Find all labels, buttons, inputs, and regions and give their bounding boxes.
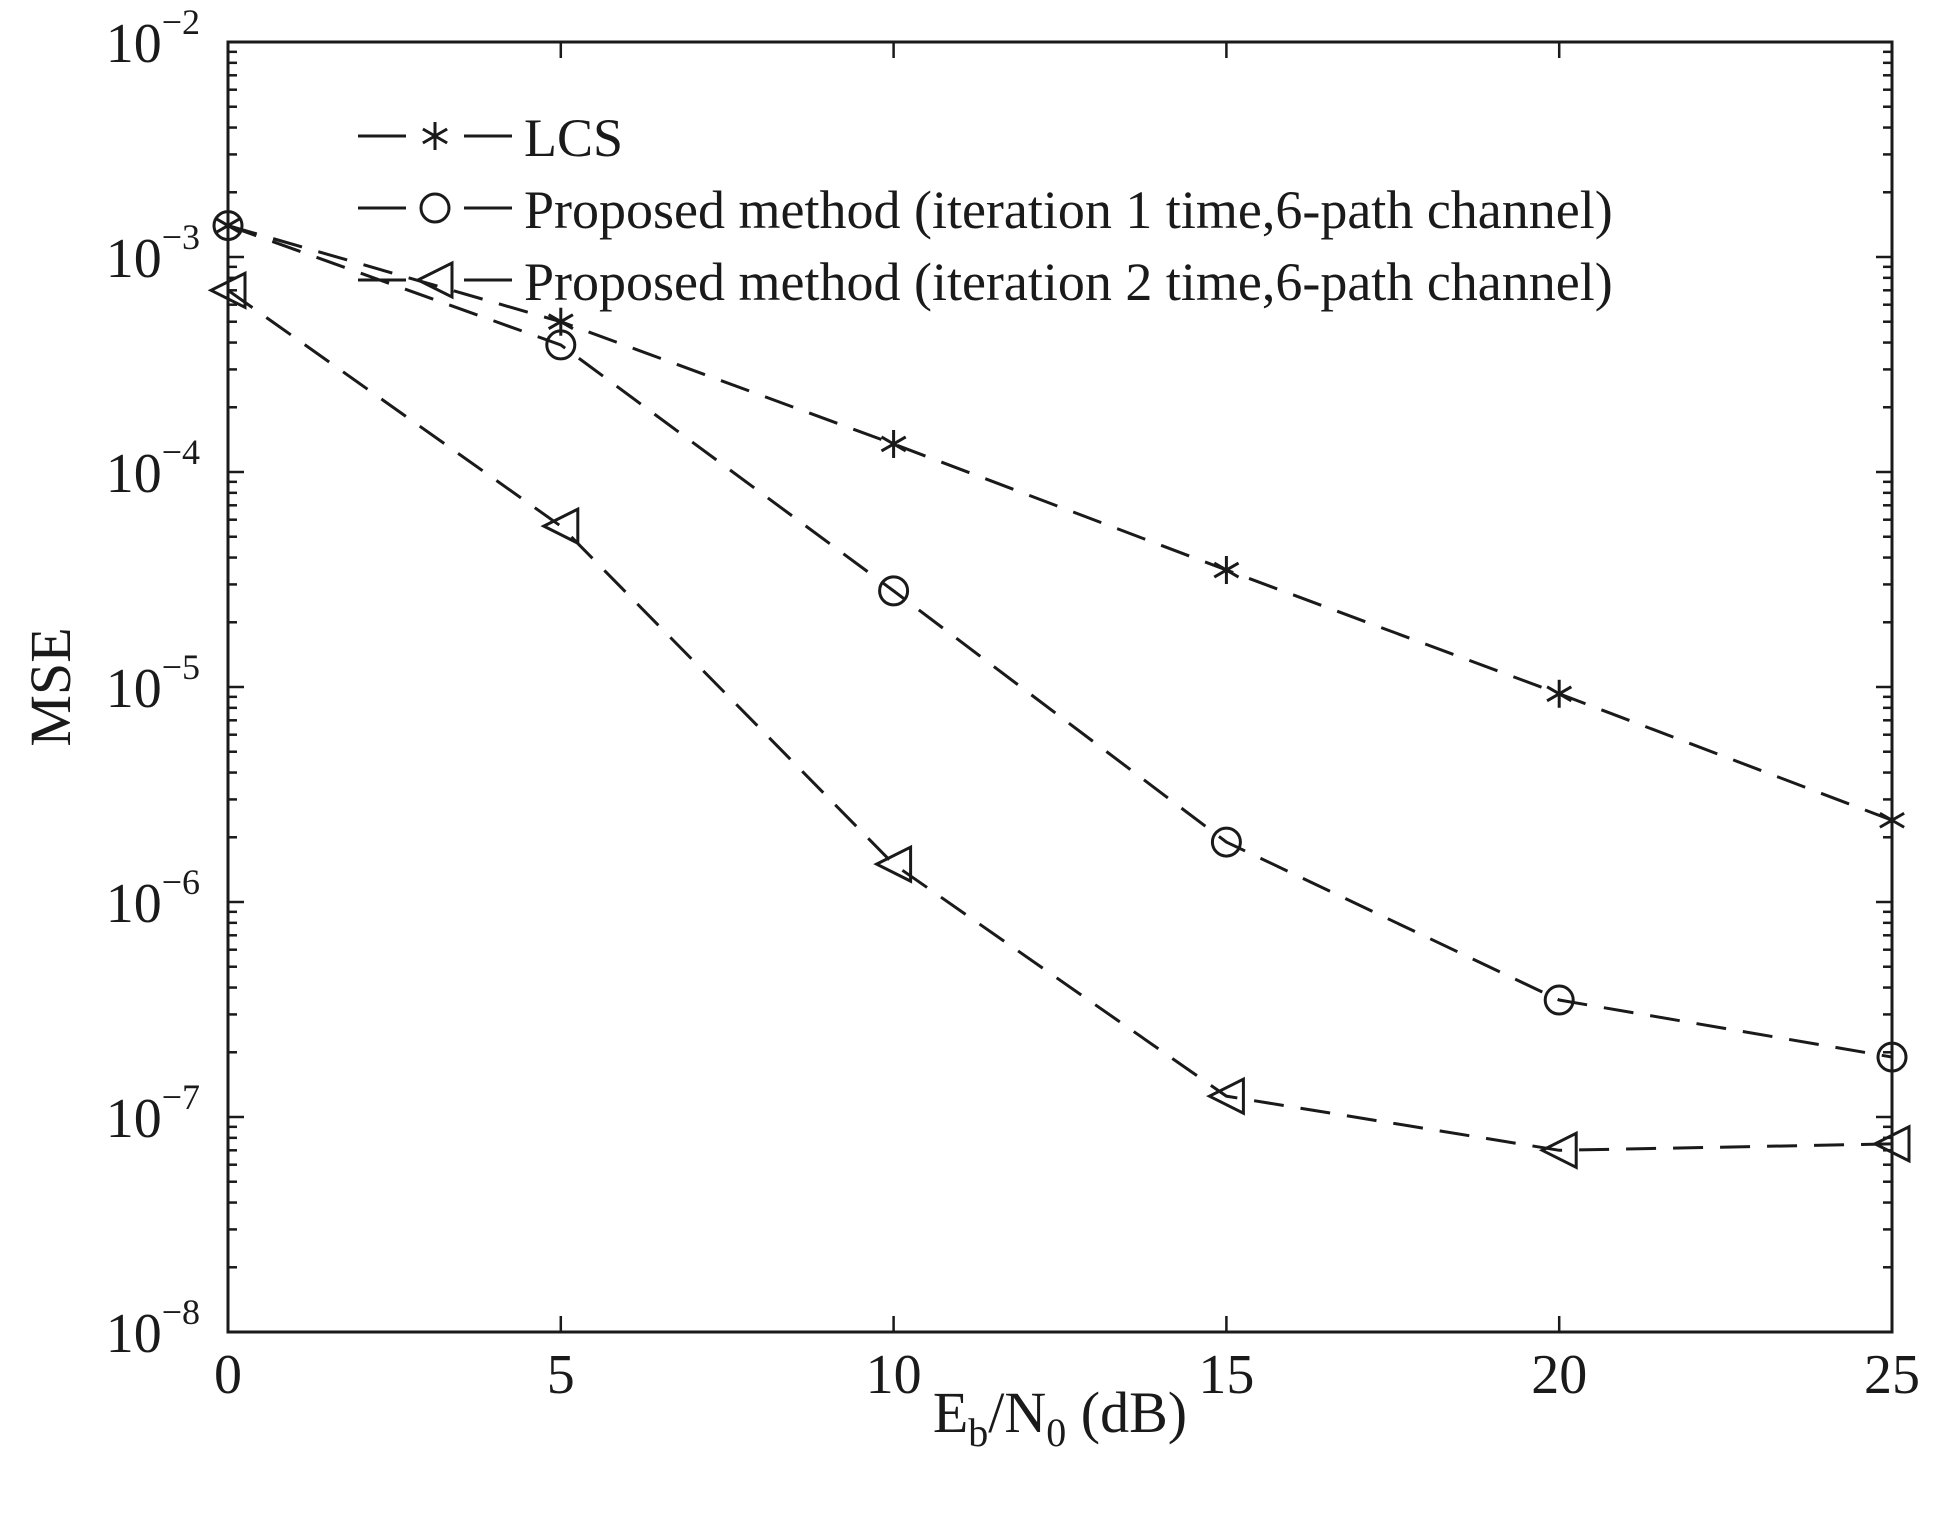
series-line <box>227 224 1893 822</box>
axis-ticks <box>226 40 1894 1334</box>
series-layer <box>207 210 1911 1170</box>
series-line <box>227 224 1893 1059</box>
y-axis-label: MSE <box>18 627 83 746</box>
data-point <box>1546 679 1573 708</box>
data-point <box>1876 1041 1908 1073</box>
data-point <box>880 429 907 458</box>
legend: LCS Proposed method (iteration 1 time,6-p… <box>358 108 1613 312</box>
data-point <box>207 270 247 310</box>
x-tick-label: 20 <box>1531 1344 1587 1406</box>
legend-item: Proposed method (iteration 1 time,6-path… <box>358 180 1613 240</box>
data-point <box>1538 1130 1578 1170</box>
series-2 <box>212 210 1908 1073</box>
y-tick-label: 10−5 <box>106 647 200 720</box>
y-tick-label: 10−7 <box>106 1077 200 1150</box>
data-point <box>878 575 910 607</box>
y-tick-label: 10−4 <box>106 432 200 505</box>
y-tick-label: 10−2 <box>106 2 200 75</box>
legend-label: Proposed method (iteration 1 time,6-path… <box>524 180 1613 240</box>
legend-marker <box>422 122 448 150</box>
x-axis-label: Eb/N0 (dB) <box>933 1380 1187 1455</box>
y-tick-label: 10−6 <box>106 862 200 935</box>
data-point <box>1543 984 1575 1016</box>
data-point <box>545 329 577 361</box>
legend-marker <box>419 192 451 224</box>
series-3 <box>207 270 1911 1170</box>
data-point <box>1879 806 1905 835</box>
legend-label: Proposed method (iteration 2 time,6-path… <box>524 252 1613 312</box>
data-point <box>540 506 580 546</box>
legend-item: LCS <box>358 108 623 168</box>
x-tick-label: 15 <box>1198 1344 1254 1406</box>
data-point <box>1206 1076 1245 1116</box>
legend-label: LCS <box>524 108 623 168</box>
series-line <box>227 289 1893 1152</box>
x-tick-label: 10 <box>866 1344 922 1406</box>
data-point <box>212 210 244 242</box>
x-tick-label: 25 <box>1864 1344 1920 1406</box>
legend-item: Proposed method (iteration 2 time,6-path… <box>358 252 1613 312</box>
x-tick-label: 5 <box>547 1344 575 1406</box>
data-point <box>1210 826 1242 858</box>
tick-labels: 0 5 10 15 20 25 10−8 10−7 10−6 10−5 10−4 10−3 10−2 <box>106 2 1920 1406</box>
y-tick-label: 10−3 <box>106 217 200 290</box>
data-point <box>1871 1124 1911 1164</box>
x-tick-label: 0 <box>214 1344 242 1406</box>
legend-marker <box>414 260 454 300</box>
data-point <box>873 844 913 884</box>
y-tick-label: 10−8 <box>106 1292 200 1365</box>
data-point <box>1213 556 1240 585</box>
